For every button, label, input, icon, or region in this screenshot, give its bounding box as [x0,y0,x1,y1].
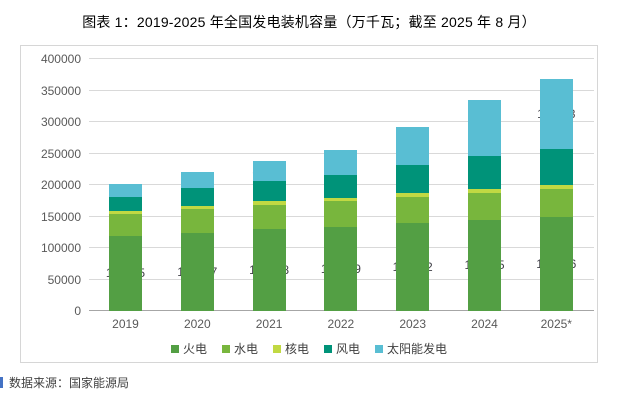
x-axis-category-label: 2020 [183,317,211,331]
bar-segment-hydro [539,189,573,217]
legend-item-thermal: 火电 [170,340,207,357]
chart-area: 1190552046812451725343129678306561332393… [20,45,598,363]
bar-segment-wind [324,174,358,198]
y-axis-tick-label: 350000 [40,83,81,98]
x-axis-category-label: 2023 [399,317,427,331]
bar-segment-nuclear [539,185,573,190]
x-axis-category-label: 2022 [327,317,355,331]
bar-segment-wind [252,180,286,202]
legend-label-wind: 风电 [336,342,361,356]
legend-item-hydro: 水电 [221,340,258,357]
legend-label-hydro: 水电 [233,342,258,356]
gridline-300000 [89,121,594,122]
bar-segment-wind [109,197,142,211]
legend-swatch-nuclear [272,344,281,353]
chart-title: 图表 1：2019-2025 年全国发电装机容量（万千瓦；截至 2025 年 8… [82,14,536,30]
y-axis-tick-label: 300000 [40,115,81,129]
bar-segment-thermal [324,227,358,311]
gridline-350000 [89,89,594,91]
legend-item-wind: 风电 [324,340,360,357]
legend-label-nuclear: 核电 [284,342,309,356]
bar-segment-hydro [324,201,358,228]
bar-segment-thermal [539,216,573,311]
bar-segment-nuclear [109,210,142,214]
bar-segment-nuclear [324,197,358,202]
bar-segment-wind [180,188,214,207]
bar-segment-thermal [180,232,214,311]
legend-swatch-hydro [221,344,230,353]
legend-item-solar: 太阳能发电 [375,340,447,357]
x-axis-category-label: 2021 [255,317,283,331]
plot-area: 1190552046812451725343129678306561332393… [89,58,594,311]
bar-segment-hydro [180,209,214,233]
legend-item-nuclear: 核电 [272,340,309,357]
bar-2025 [539,78,573,311]
legend-label-solar: 太阳能发电 [387,342,448,356]
bar-segment-solar [180,172,214,189]
y-axis-tick-label: 200000 [40,178,81,192]
bar-2023 [396,127,430,311]
bar-segment-nuclear [468,188,501,193]
bar-segment-hydro [468,192,501,220]
y-axis-tick-label: 50000 [47,272,81,287]
legend: 火电 水电 核电 风电 太阳能发电 [21,340,597,357]
bar-segment-thermal [252,229,286,311]
source-accent-bar [0,377,3,388]
bar-segment-wind [468,155,501,189]
bar-segment-nuclear [180,206,214,210]
bar-segment-hydro [252,204,286,230]
x-axis-category-label: 2025* [540,317,572,331]
bar-segment-solar [396,127,430,166]
legend-swatch-solar [375,344,384,353]
bar-segment-nuclear [396,193,430,197]
bar-segment-thermal [109,236,142,311]
x-axis-category-label: 2024 [471,317,498,331]
legend-swatch-thermal [170,344,179,353]
gridline-400000 [89,58,594,59]
bar-segment-wind [539,149,573,186]
bar-segment-hydro [109,213,142,236]
y-axis-tick-label: 400000 [40,52,81,66]
bar-2024 [468,100,501,311]
bar-2022 [324,149,358,311]
bar-segment-solar [539,78,573,150]
source-text: 数据来源：国家能源局 [9,376,130,390]
bar-2019 [109,184,142,311]
y-axis-tick-label: 0 [74,304,81,318]
bar-segment-hydro [396,196,430,224]
bar-segment-thermal [396,223,430,311]
bar-segment-wind [396,165,430,194]
data-source: 数据来源：国家能源局 [0,374,129,391]
bar-2020 [180,172,214,311]
legend-label-thermal: 火电 [182,342,207,356]
y-axis-tick-label: 150000 [40,209,81,224]
x-axis-category-label: 2019 [112,317,139,331]
bar-segment-solar [252,161,286,181]
bar-segment-solar [109,184,142,198]
bar-2021 [252,161,286,311]
bar-segment-solar [324,149,358,175]
bar-segment-thermal [468,220,501,311]
legend-swatch-wind [324,344,332,353]
y-axis-tick-label: 250000 [40,146,81,161]
bar-segment-solar [468,100,501,156]
y-axis-tick-label: 100000 [40,241,81,255]
bar-segment-nuclear [252,201,286,205]
